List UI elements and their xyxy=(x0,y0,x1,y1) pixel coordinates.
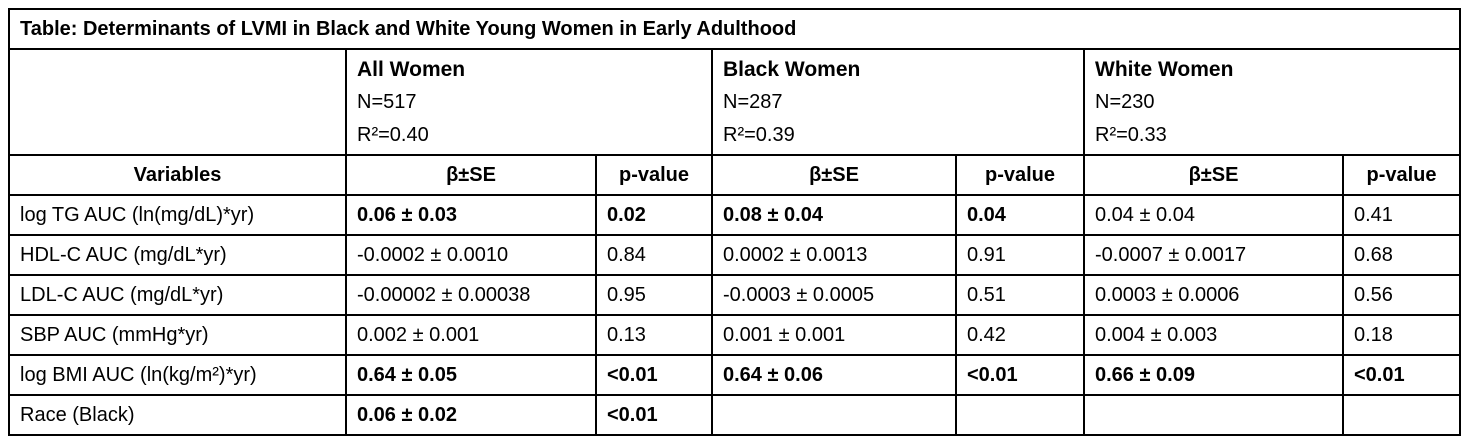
table-row-hdl-c-auc: HDL-C AUC (mg/dL*yr) -0.0002 ± 0.0010 0.… xyxy=(8,234,1462,276)
beta-se-value: 0.66 ± 0.09 xyxy=(1083,354,1344,396)
group-r-squared: R²=0.39 xyxy=(723,123,795,146)
beta-se-value: 0.004 ± 0.003 xyxy=(1083,314,1344,356)
table-row-log-bmi-auc: log BMI AUC (ln(kg/m²)*yr) 0.64 ± 0.05 <… xyxy=(8,354,1462,396)
p-value: 0.56 xyxy=(1341,274,1462,316)
p-value xyxy=(955,394,1085,436)
p-value: 0.13 xyxy=(595,314,713,356)
beta-se-value: -0.0002 ± 0.0010 xyxy=(345,234,597,276)
variable-label: SBP AUC (mmHg*yr) xyxy=(8,314,347,356)
p-value: 0.68 xyxy=(1341,234,1462,276)
p-value: <0.01 xyxy=(595,394,713,436)
variable-label: Race (Black) xyxy=(8,394,347,436)
group-header-row: All Women N=517 R²=0.40 Black Women N=28… xyxy=(8,48,1462,156)
group-header-black-women: Black Women N=287 R²=0.39 xyxy=(711,48,1085,156)
group-header-white-women: White Women N=230 R²=0.33 xyxy=(1082,48,1462,156)
beta-se-value: 0.0003 ± 0.0006 xyxy=(1083,274,1344,316)
column-header-p-value-black: p-value xyxy=(955,154,1085,196)
table-row-ldl-c-auc: LDL-C AUC (mg/dL*yr) -0.00002 ± 0.00038 … xyxy=(8,274,1462,316)
p-value: 0.04 xyxy=(955,194,1085,236)
beta-se-value xyxy=(1083,394,1344,436)
p-value: 0.51 xyxy=(955,274,1085,316)
title-row: Table: Determinants of LVMI in Black and… xyxy=(7,8,1462,50)
table-row-sbp-auc: SBP AUC (mmHg*yr) 0.002 ± 0.001 0.13 0.0… xyxy=(8,314,1462,356)
column-header-beta-se-white: β±SE xyxy=(1083,154,1344,196)
beta-se-value: -0.0007 ± 0.0017 xyxy=(1083,234,1344,276)
column-header-variables: Variables xyxy=(8,154,347,196)
corner-cell xyxy=(8,48,347,156)
group-sample-size: N=287 xyxy=(723,90,783,113)
p-value: 0.02 xyxy=(595,194,713,236)
variable-label: log BMI AUC (ln(kg/m²)*yr) xyxy=(8,354,347,396)
beta-se-value: 0.06 ± 0.02 xyxy=(345,394,597,436)
group-header-all-women: All Women N=517 R²=0.40 xyxy=(345,48,713,156)
beta-se-value: 0.08 ± 0.04 xyxy=(711,194,957,236)
column-header-p-value-all: p-value xyxy=(595,154,713,196)
group-r-squared: R²=0.33 xyxy=(1095,123,1167,146)
variable-label: log TG AUC (ln(mg/dL)*yr) xyxy=(8,194,347,236)
beta-se-value: -0.00002 ± 0.00038 xyxy=(345,274,597,316)
table-row-log-tg-auc: log TG AUC (ln(mg/dL)*yr) 0.06 ± 0.03 0.… xyxy=(8,194,1462,236)
beta-se-value: 0.0002 ± 0.0013 xyxy=(711,234,957,276)
column-header-row: Variables β±SE p-value β±SE p-value β±SE… xyxy=(8,154,1462,196)
column-header-p-value-white: p-value xyxy=(1341,154,1462,196)
beta-se-value: -0.0003 ± 0.0005 xyxy=(711,274,957,316)
column-header-beta-se-black: β±SE xyxy=(711,154,957,196)
group-sample-size: N=517 xyxy=(357,90,417,113)
beta-se-value: 0.06 ± 0.03 xyxy=(345,194,597,236)
variable-label: HDL-C AUC (mg/dL*yr) xyxy=(8,234,347,276)
group-sample-size: N=230 xyxy=(1095,90,1155,113)
variable-label: LDL-C AUC (mg/dL*yr) xyxy=(8,274,347,316)
p-value: 0.18 xyxy=(1341,314,1462,356)
beta-se-value: 0.64 ± 0.06 xyxy=(711,354,957,396)
p-value: 0.91 xyxy=(955,234,1085,276)
p-value: 0.95 xyxy=(595,274,713,316)
table-title: Table: Determinants of LVMI in Black and… xyxy=(7,8,1462,50)
group-r-squared: R²=0.40 xyxy=(357,123,429,146)
beta-se-value: 0.04 ± 0.04 xyxy=(1083,194,1344,236)
beta-se-value xyxy=(711,394,957,436)
beta-se-value: 0.64 ± 0.05 xyxy=(345,354,597,396)
beta-se-value: 0.002 ± 0.001 xyxy=(345,314,597,356)
beta-se-value: 0.001 ± 0.001 xyxy=(711,314,957,356)
p-value: 0.84 xyxy=(595,234,713,276)
p-value: <0.01 xyxy=(955,354,1085,396)
p-value: 0.42 xyxy=(955,314,1085,356)
group-name: Black Women xyxy=(723,57,861,81)
column-header-beta-se-all: β±SE xyxy=(345,154,597,196)
determinants-table: Table: Determinants of LVMI in Black and… xyxy=(7,8,1462,436)
group-name: All Women xyxy=(357,57,466,81)
table-row-race-black: Race (Black) 0.06 ± 0.02 <0.01 xyxy=(8,394,1462,436)
group-name: White Women xyxy=(1095,57,1234,81)
p-value xyxy=(1341,394,1462,436)
p-value: 0.41 xyxy=(1341,194,1462,236)
p-value: <0.01 xyxy=(595,354,713,396)
p-value: <0.01 xyxy=(1341,354,1462,396)
